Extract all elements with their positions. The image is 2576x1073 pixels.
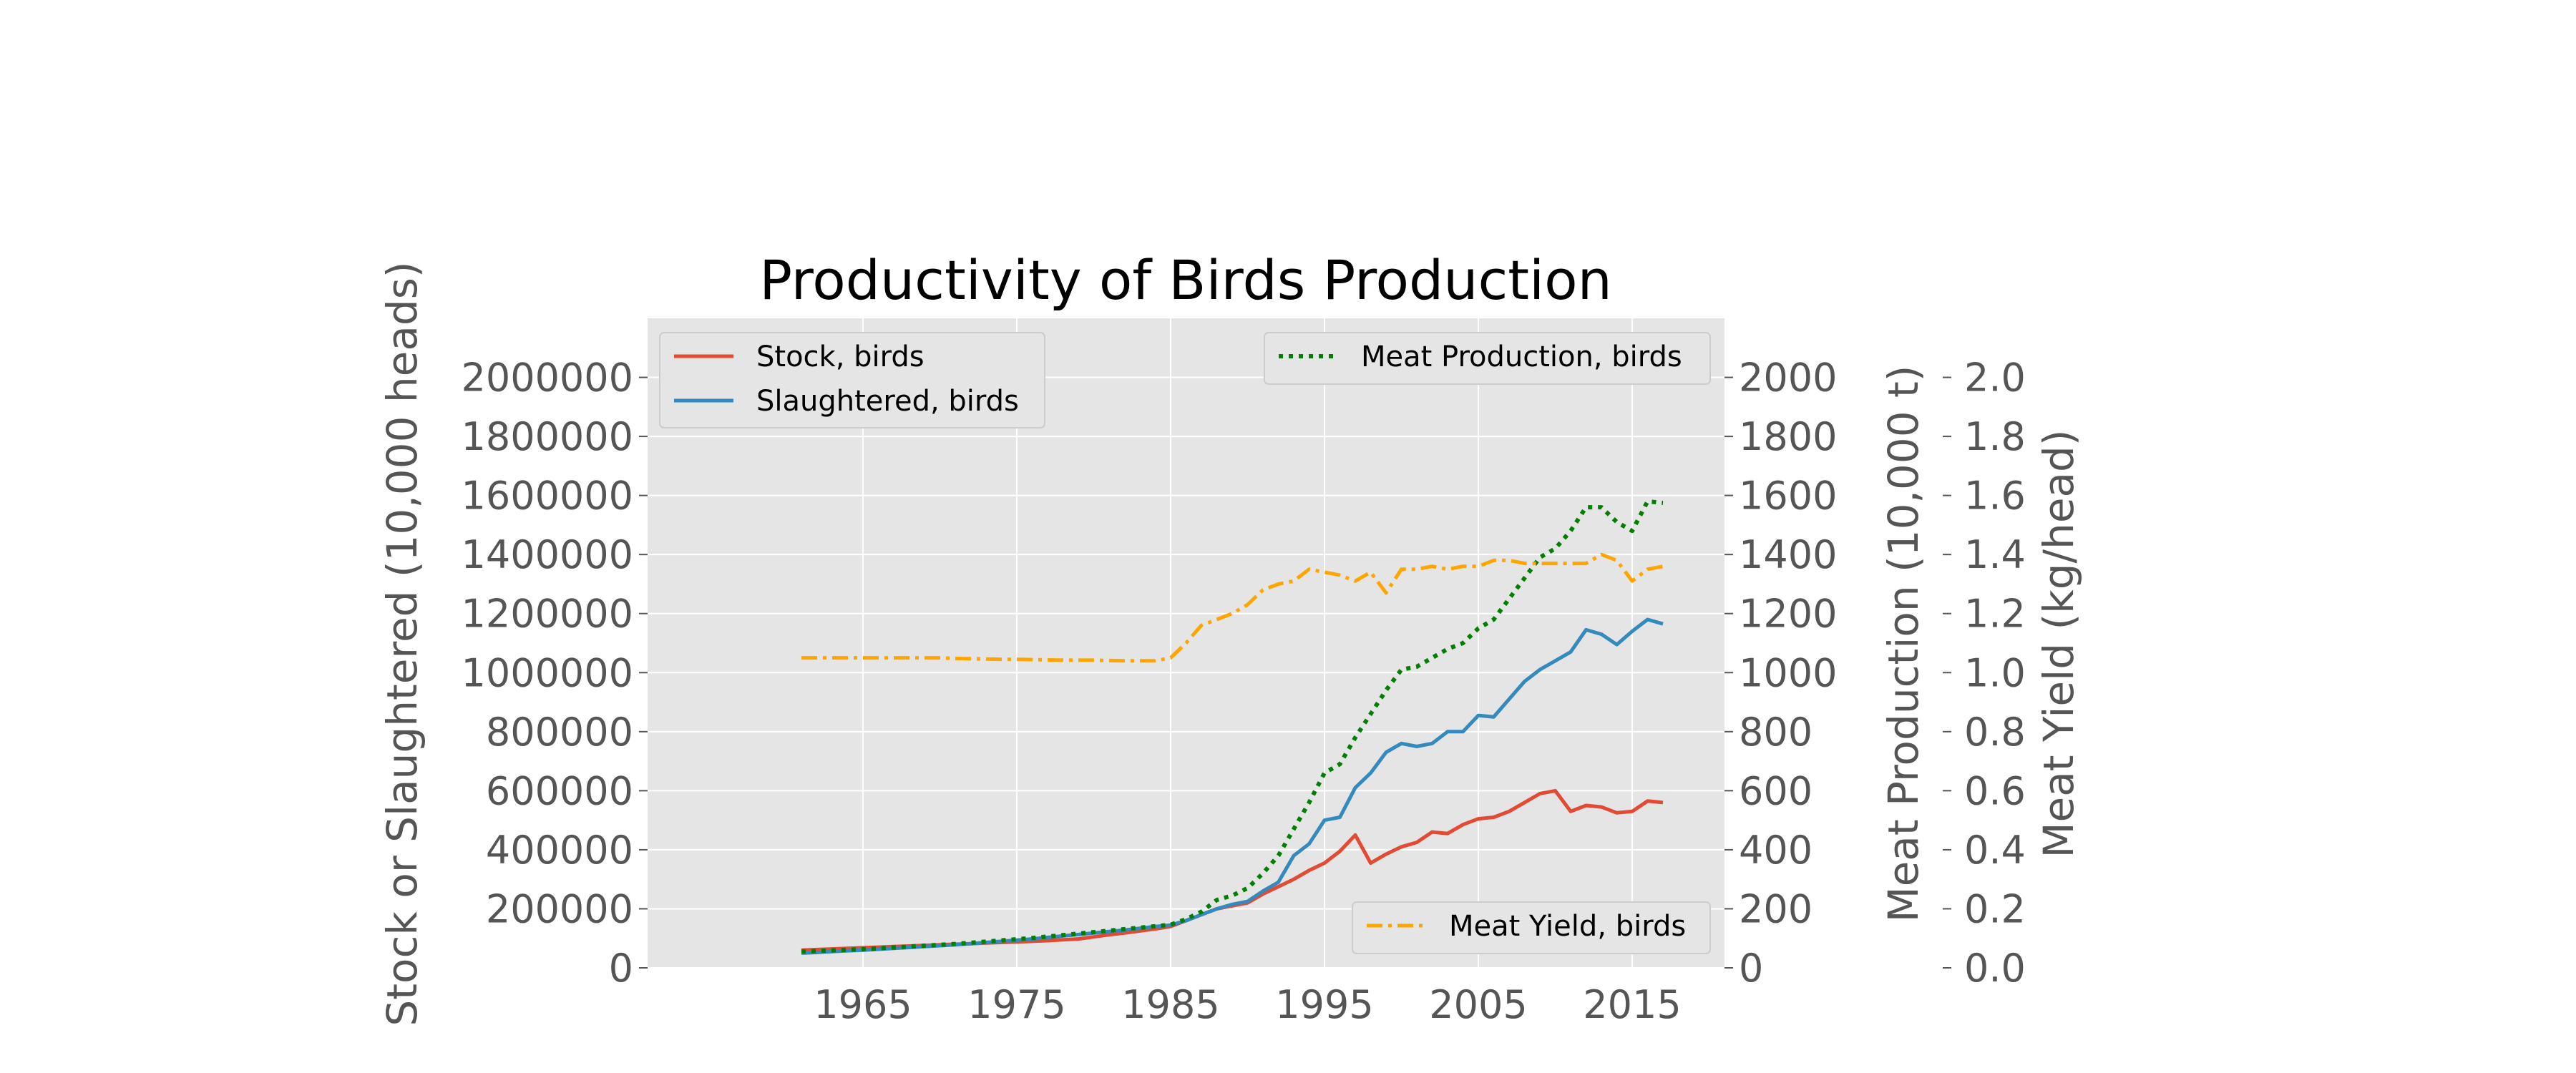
- y-tick-label-right2: 0.6: [1964, 768, 2026, 813]
- y-tick-label-right1: 600: [1739, 768, 1813, 813]
- y-tick-label-left: 800000: [486, 710, 633, 755]
- y-tick-label-right1: 1600: [1739, 474, 1837, 519]
- y-tick-label-left: 200000: [486, 886, 633, 931]
- legend-label-stock: Stock, birds: [756, 340, 924, 373]
- legend-lower-right: Meat Yield, birds: [1352, 901, 1711, 954]
- y-axis-label-right1: Meat Production (10,000 t): [1879, 366, 1928, 923]
- y-tick-label-right1: 1800: [1739, 414, 1837, 459]
- y-tick-label-left: 1200000: [462, 592, 634, 637]
- series-line-3: [801, 552, 1664, 663]
- y-tick-label-right1: 400: [1739, 828, 1813, 873]
- y-tick-label-right2: 1.2: [1964, 592, 2026, 637]
- y-tick-label-right2: 0.0: [1964, 946, 2026, 991]
- legend-upper-right: Meat Production, birds: [1264, 332, 1711, 385]
- legend-label-slaughtered: Slaughtered, birds: [756, 385, 1019, 418]
- series-lines: [801, 499, 1664, 955]
- y-axis-label-left: Stock or Slaughtered (10,000 heads): [378, 261, 426, 1026]
- chart-title: Productivity of Birds Production: [759, 248, 1612, 312]
- y-tick-label-right1: 800: [1739, 710, 1813, 755]
- y-tick-label-right1: 1400: [1739, 532, 1837, 577]
- y-tick-label-right2: 0.4: [1964, 828, 2026, 873]
- y-tick-label-right2: 1.0: [1964, 650, 2026, 695]
- y-tick-label-left: 0: [609, 946, 633, 991]
- y-tick-label-left: 1800000: [462, 414, 634, 459]
- y-tick-label-right2: 2.0: [1964, 356, 2026, 401]
- x-tick-label: 1965: [814, 982, 912, 1027]
- y-tick-label-right2: 0.2: [1964, 886, 2026, 931]
- y-tick-label-right2: 1.8: [1964, 414, 2026, 459]
- y-tick-label-right2: 1.6: [1964, 474, 2026, 519]
- y-tick-label-right1: 1200: [1739, 592, 1837, 637]
- x-tick-label: 1995: [1275, 982, 1373, 1027]
- legend-box: [1264, 332, 1711, 385]
- y-tick-label-left: 1000000: [462, 650, 634, 695]
- y-tick-label-right1: 1000: [1739, 650, 1837, 695]
- y-tick-label-left: 400000: [486, 828, 633, 873]
- y-tick-label-right2: 1.4: [1964, 532, 2026, 577]
- x-tick-label: 1975: [967, 982, 1065, 1027]
- y-tick-label-left: 600000: [486, 768, 633, 813]
- legend-box: [659, 332, 1045, 428]
- legend-label-meat-production: Meat Production, birds: [1361, 340, 1682, 373]
- y-tick-label-right1: 200: [1739, 886, 1813, 931]
- grid: [648, 318, 1724, 969]
- series-line-2: [801, 499, 1664, 954]
- y-tick-label-left: 1600000: [462, 474, 634, 519]
- legend-upper-left: Stock, birds Slaughtered, birds: [659, 332, 1045, 428]
- y-tick-label-right1: 2000: [1739, 356, 1837, 401]
- legend-label-meat-yield: Meat Yield, birds: [1449, 910, 1686, 943]
- legend-box: [1352, 901, 1711, 954]
- x-tick-label: 2005: [1429, 982, 1527, 1027]
- x-tick-label: 1985: [1121, 982, 1219, 1027]
- y-axis-label-right2: Meat Yield (kg/head): [2034, 430, 2083, 858]
- y-tick-label-right1: 0: [1739, 946, 1763, 991]
- ticks: 1965 1975 1985 1995 2005 2015 0 200000 400000 600…: [462, 356, 2026, 1027]
- y-tick-label-left: 1400000: [462, 532, 634, 577]
- x-tick-label: 2015: [1583, 982, 1681, 1027]
- y-tick-label-left: 2000000: [462, 356, 634, 401]
- y-tick-label-right2: 0.8: [1964, 710, 2026, 755]
